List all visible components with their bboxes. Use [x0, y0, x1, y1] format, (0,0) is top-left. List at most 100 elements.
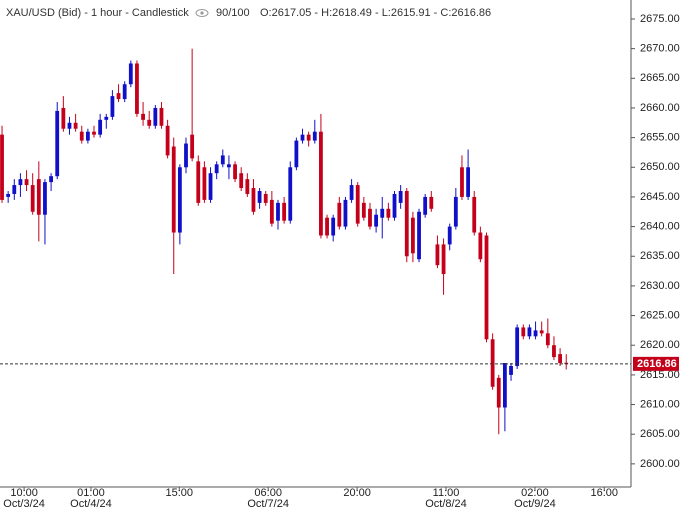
x-tick-label: 15:00	[165, 487, 193, 499]
candle-body	[116, 93, 121, 100]
last-price-tag	[633, 356, 679, 371]
candle-body	[435, 244, 440, 266]
candle-body	[552, 345, 556, 358]
x-tick-date: Oct/4/24	[70, 498, 112, 510]
candle-body	[533, 330, 538, 337]
candle-body	[61, 107, 66, 129]
candle-body	[398, 191, 403, 203]
candle-body	[331, 217, 336, 236]
x-tick-label: 01:00	[77, 487, 105, 499]
candle-body	[30, 185, 35, 212]
candle-body	[141, 113, 145, 120]
candle-body	[165, 125, 170, 156]
y-tick-label: 2610.00	[640, 398, 680, 410]
candle-body	[294, 140, 299, 168]
candle-body	[98, 119, 103, 135]
candle-body	[349, 185, 354, 200]
candle-body	[417, 211, 421, 260]
candle-body	[355, 185, 360, 224]
y-tick-label: 2615.00	[640, 369, 680, 381]
candle-body	[233, 164, 237, 180]
candle-body	[300, 134, 305, 141]
candle-body	[196, 161, 201, 203]
candle-body	[171, 146, 176, 233]
y-tick-label: 2635.00	[640, 250, 680, 262]
candle-body	[472, 196, 477, 233]
candle-body	[49, 176, 53, 183]
candle-body	[447, 226, 452, 245]
candle-body	[239, 173, 244, 189]
x-tick-label: 11:00	[433, 487, 460, 499]
candle-body	[153, 107, 158, 126]
candle-body	[220, 155, 225, 165]
candle-body	[43, 182, 47, 215]
candle-body	[343, 199, 348, 227]
candle-body	[374, 214, 379, 227]
candle-body	[122, 84, 127, 100]
candle-body	[184, 143, 188, 168]
y-tick-label: 2640.00	[640, 221, 680, 233]
candle-body	[337, 202, 342, 227]
zoom-level: 90/100	[216, 7, 250, 19]
candle-body	[453, 196, 458, 227]
chart-title: XAU/USD (Bid) - 1 hour - Candlestick	[6, 7, 189, 19]
candle-body	[429, 196, 434, 209]
y-tick-label: 2675.00	[640, 13, 680, 25]
candle-body	[73, 122, 78, 129]
candle-body	[460, 167, 464, 197]
candle-body	[312, 131, 317, 141]
candle-body	[128, 63, 133, 85]
y-tick-label: 2625.00	[640, 309, 680, 321]
candle-body	[177, 167, 182, 233]
candle-body	[521, 327, 526, 337]
x-tick-label: 02:00	[521, 487, 549, 499]
candle-body	[85, 131, 90, 141]
candle-body	[110, 96, 115, 117]
candle-body	[466, 167, 471, 197]
candle-body	[423, 196, 428, 215]
candle-body	[319, 131, 323, 236]
candle-body	[147, 119, 152, 126]
candle-body	[496, 377, 501, 408]
candle-body	[564, 362, 569, 364]
candle-body	[36, 179, 41, 215]
y-tick-label: 2605.00	[640, 428, 680, 440]
candle-body	[282, 202, 287, 221]
candle-body	[269, 199, 274, 224]
candle-body	[478, 232, 483, 260]
candle-body	[245, 179, 250, 194]
y-tick-label: 2620.00	[640, 339, 680, 351]
candle-body	[135, 63, 139, 114]
y-tick-label: 2670.00	[640, 43, 680, 55]
candle-body	[257, 191, 262, 203]
candle-body	[509, 365, 513, 375]
y-tick-label: 2660.00	[640, 102, 680, 114]
candle-body	[202, 167, 207, 200]
candle-body	[288, 167, 293, 221]
candle-body	[12, 185, 17, 194]
candle-body	[306, 134, 311, 141]
y-tick-label: 2630.00	[640, 280, 680, 292]
candle-body	[484, 235, 489, 340]
candle-body	[18, 179, 23, 186]
eye-icon	[195, 9, 209, 17]
candle-body	[558, 354, 562, 364]
y-tick-label: 2665.00	[640, 72, 680, 84]
candle-body	[404, 191, 409, 257]
last-price-label: 2616.86	[637, 358, 677, 370]
y-tick-label: 2645.00	[640, 191, 680, 203]
x-tick-label: 16:00	[590, 487, 618, 499]
candle-body	[24, 179, 29, 186]
x-tick-label: 06:00	[254, 487, 282, 499]
y-tick-label: 2655.00	[640, 132, 680, 144]
candle-body	[263, 193, 268, 203]
x-tick-label: 20:00	[343, 487, 371, 499]
candle-body	[67, 122, 72, 129]
candle-body	[386, 208, 391, 218]
axis-corner	[631, 487, 689, 511]
candle-body	[392, 193, 397, 218]
candle-body	[104, 116, 109, 120]
candle-body	[227, 164, 231, 168]
